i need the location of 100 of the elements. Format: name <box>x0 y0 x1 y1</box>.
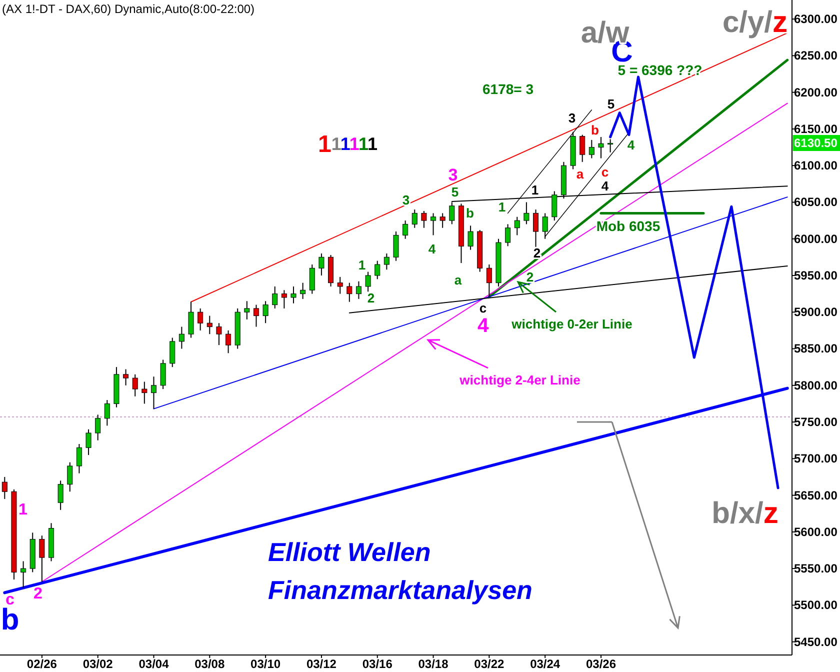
candlestick <box>178 326 184 350</box>
y-tick-label: 5750.00 <box>794 415 838 430</box>
annotation: wichtige 2-4er Linie <box>458 372 580 388</box>
x-tick-label: 03/10 <box>250 657 281 671</box>
candlestick <box>150 376 156 410</box>
y-tick-label: 5500.00 <box>794 598 838 612</box>
candlestick <box>468 225 474 250</box>
candlestick <box>206 315 212 335</box>
annotation: 3 <box>402 192 410 208</box>
annotation: 2 <box>34 586 43 602</box>
y-tick-label: 6000.00 <box>794 232 838 246</box>
x-tick-label: 03/18 <box>418 657 449 671</box>
candlestick <box>142 381 148 404</box>
candlestick <box>356 280 362 300</box>
x-tick-label: 03/02 <box>82 657 114 671</box>
candlestick <box>226 330 232 354</box>
y-tick-label: 5600.00 <box>794 524 838 539</box>
annotation: 111111 <box>318 130 378 158</box>
annotation: 4 <box>601 178 610 194</box>
candlestick <box>170 337 176 368</box>
chart-title: (AX 1!-DT - DAX,60) Dynamic,Auto(8:00-22:00) <box>2 2 255 16</box>
candlestick <box>160 359 166 390</box>
candlestick <box>598 136 604 159</box>
y-tick-label: 5950.00 <box>794 268 838 282</box>
candlestick <box>374 260 380 280</box>
candlestick <box>337 276 343 294</box>
x-tick-label: 03/12 <box>306 657 337 671</box>
candlestick <box>76 443 82 474</box>
y-tick-label: 5800.00 <box>794 378 838 392</box>
candlestick <box>365 271 371 292</box>
candlestick <box>309 264 315 294</box>
candlestick <box>430 212 436 236</box>
candlestick <box>402 220 408 240</box>
annotation: 4 <box>428 242 436 256</box>
candlestick <box>253 304 259 328</box>
annotation: 3 <box>568 110 576 126</box>
x-tick-label: 03/26 <box>586 657 616 671</box>
candlestick <box>524 202 530 225</box>
y-tick-label: 6200.00 <box>794 85 838 100</box>
y-tick-label: 5850.00 <box>794 342 838 356</box>
y-tick-label: 5450.00 <box>794 634 838 649</box>
candlestick <box>440 212 446 228</box>
annotation: 4 <box>477 315 490 337</box>
annotation: a <box>576 166 584 182</box>
series-label: Mob 6035 <box>596 218 660 234</box>
candlestick <box>198 308 204 331</box>
candlestick <box>580 134 586 162</box>
annotation: 4 <box>627 138 636 152</box>
y-tick-label: 6100.00 <box>794 158 838 173</box>
annotation: c/y/z <box>722 6 788 38</box>
candlestick <box>86 428 92 456</box>
candlestick <box>281 290 287 309</box>
candlestick <box>95 414 101 441</box>
text: 6130.50 <box>794 136 838 150</box>
candlestick <box>67 462 73 492</box>
annotation: b <box>591 122 600 138</box>
candlestick <box>2 476 8 500</box>
x-tick-label: 02/26 <box>26 657 58 671</box>
candlestick <box>533 209 539 248</box>
candlestick <box>104 400 110 426</box>
y-tick-label: 5900.00 <box>794 305 838 320</box>
candlestick <box>58 480 64 510</box>
annotation: a <box>454 272 462 288</box>
annotation: b/x/z <box>712 496 778 530</box>
candlestick <box>588 139 594 159</box>
y-tick-label: 5700.00 <box>794 452 838 466</box>
y-tick-label: 6250.00 <box>794 48 838 63</box>
y-tick-label: 6300.00 <box>794 12 838 26</box>
annotation: 3 <box>448 166 458 184</box>
candlestick <box>188 301 194 338</box>
annotation: 6178= 3 <box>482 81 534 97</box>
x-tick-label: 03/04 <box>138 657 170 671</box>
candlestick <box>346 282 352 302</box>
x-tick-label: 03/16 <box>362 657 393 671</box>
candlestick <box>505 224 511 247</box>
x-tick-label: 03/24 <box>530 657 560 671</box>
y-tick-label: 6150.00 <box>794 122 838 136</box>
annotation: wichtige 0-2er Linie <box>510 316 632 332</box>
candlestick <box>412 209 418 228</box>
annotation: 5 <box>451 184 459 200</box>
annotation: c <box>479 300 487 316</box>
candlestick <box>290 286 296 304</box>
annotation: Finanzmarktanalysen <box>268 575 532 605</box>
candlestick <box>244 300 250 320</box>
candlestick <box>216 322 222 346</box>
x-tick-label: 03/22 <box>474 657 505 671</box>
x-tick-label: 03/08 <box>194 657 225 671</box>
candlestick <box>421 210 427 228</box>
annotation: 2 <box>526 270 534 284</box>
annotation: 1 <box>18 502 28 518</box>
y-tick-label: 5650.00 <box>794 488 838 502</box>
candlestick <box>262 300 268 324</box>
candlestick <box>39 535 45 582</box>
candlestick <box>608 138 614 153</box>
y-tick-label: 6050.00 <box>794 195 838 210</box>
candlestick <box>384 253 390 270</box>
annotation: 5 <box>607 96 615 112</box>
annotation: 2 <box>533 246 541 260</box>
candlestick <box>514 216 520 236</box>
candlestick <box>132 374 138 397</box>
